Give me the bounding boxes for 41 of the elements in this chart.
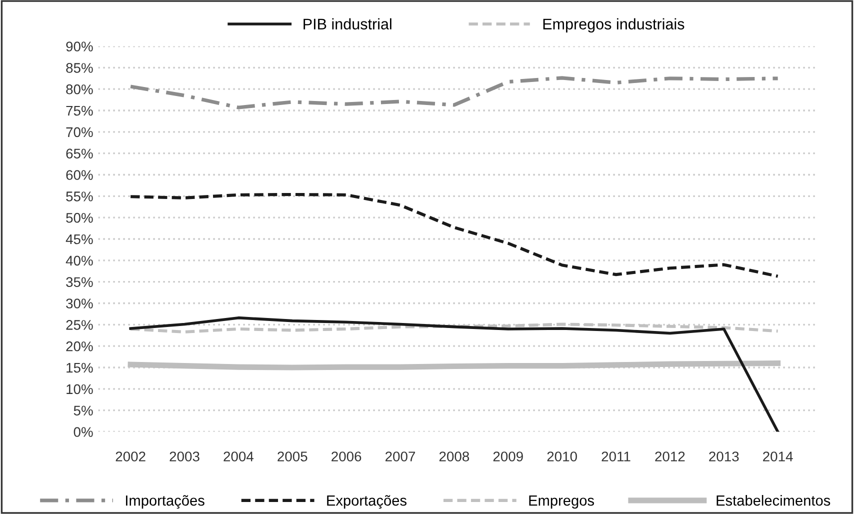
- y-tick-label: 20%: [66, 341, 93, 352]
- y-tick-label: 65%: [66, 148, 93, 159]
- y-tick-label: 25%: [66, 320, 93, 330]
- legend-label: Empregos: [529, 496, 594, 509]
- legend-label: PIB industrial: [304, 18, 392, 30]
- y-tick-label: 55%: [66, 192, 93, 202]
- y-tick-label: 70%: [66, 127, 93, 138]
- x-tick-label: 2009: [493, 452, 523, 462]
- x-tick-label: 2014: [763, 452, 793, 462]
- x-tick-label: 2010: [547, 452, 577, 462]
- legend-label: Estabelecimentos: [716, 495, 830, 506]
- x-tick-label: 2004: [224, 452, 254, 462]
- y-tick-label: 30%: [66, 298, 93, 308]
- x-tick-label: 2008: [439, 452, 470, 462]
- x-tick-label: 2005: [278, 452, 308, 462]
- y-tick-label: 5%: [74, 406, 93, 416]
- y-tick-label: 15%: [66, 362, 93, 373]
- x-tick-label: 2002: [116, 452, 146, 462]
- y-tick-label: 60%: [66, 170, 93, 180]
- line-series: [128, 76, 780, 110]
- y-tick-label: 40%: [66, 256, 93, 266]
- y-tick-label: 0%: [74, 427, 93, 437]
- y-tick-label: 10%: [66, 384, 93, 394]
- x-tick-label: 2012: [655, 452, 685, 462]
- y-tick-label: 50%: [66, 212, 93, 223]
- x-tick-label: 2006: [332, 452, 362, 462]
- y-tick-label: 75%: [66, 106, 93, 116]
- y-tick-label: 35%: [66, 277, 93, 288]
- text: Empregos industriais: [543, 18, 684, 33]
- y-tick-label: 45%: [66, 234, 93, 244]
- y-tick-label: 80%: [66, 84, 93, 94]
- legend-label: Importações: [126, 495, 204, 509]
- x-tick-label: 2011: [602, 452, 630, 462]
- line-series: [129, 192, 780, 278]
- legend-label: Exportações: [327, 495, 406, 509]
- y-tick-label: 90%: [66, 42, 93, 52]
- x-tick-label: 2013: [709, 452, 739, 462]
- line-series: [129, 316, 780, 432]
- x-tick-label: 2007: [386, 452, 416, 462]
- x-tick-label: 2003: [170, 452, 200, 462]
- y-tick-label: 85%: [66, 63, 93, 73]
